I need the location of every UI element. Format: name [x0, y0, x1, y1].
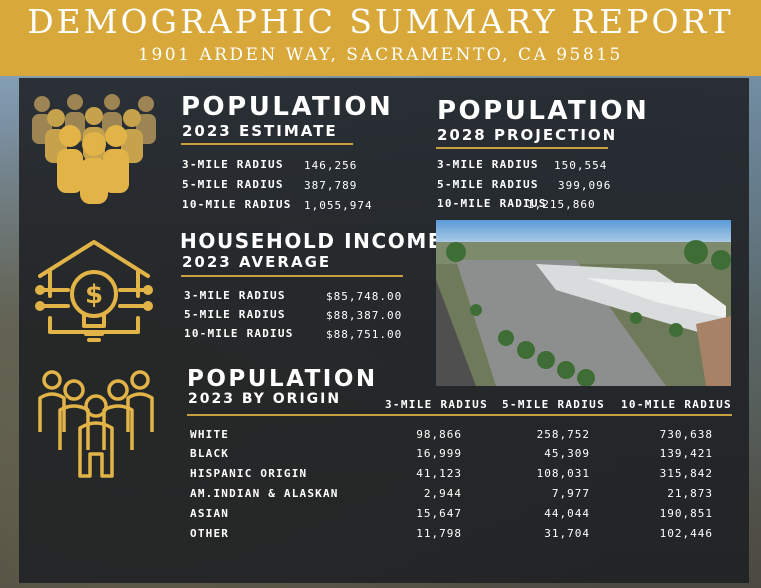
- radius-label: 3-MILE RADIUS: [437, 158, 539, 171]
- origin-value: 108,031: [536, 467, 590, 480]
- population-2023-subtitle: 2023 ESTIMATE: [182, 122, 338, 140]
- radius-label: 3-MILE RADIUS: [184, 289, 286, 302]
- origin-title: POPULATION: [187, 366, 378, 392]
- origin-value: 139,421: [659, 447, 713, 460]
- population-2028-title: POPULATION: [437, 96, 650, 126]
- column-header: 3-MILE RADIUS: [385, 398, 488, 411]
- radius-label: 5-MILE RADIUS: [184, 308, 286, 321]
- origin-value: 21,873: [667, 487, 713, 500]
- population-value: 1,215,860: [527, 198, 596, 211]
- divider: [181, 143, 353, 145]
- origin-value: 15,647: [416, 507, 462, 520]
- origin-value: 31,704: [544, 527, 590, 540]
- population-value: 146,256: [304, 159, 358, 172]
- house-lightbulb-dollar-icon: $: [35, 240, 153, 342]
- origin-value: 16,999: [416, 447, 462, 460]
- report-header: DEMOGRAPHIC SUMMARY REPORT 1901 ARDEN WA…: [0, 0, 761, 76]
- origin-value: 44,044: [544, 507, 590, 520]
- household-income-title: HOUSEHOLD INCOME: [180, 229, 444, 253]
- origin-label: AM.INDIAN & ALASKAN: [190, 487, 339, 500]
- origin-value: 258,752: [536, 428, 590, 441]
- property-address: 1901 ARDEN WAY, SACRAMENTO, CA 95815: [138, 45, 623, 65]
- crowd-icon: [32, 94, 156, 204]
- svg-text:$: $: [85, 280, 103, 310]
- origin-label: WHITE: [190, 428, 230, 441]
- origin-label: ASIAN: [190, 507, 230, 520]
- origin-subtitle: 2023 BY ORIGIN: [188, 391, 342, 407]
- origin-value: 190,851: [659, 507, 713, 520]
- population-value: 1,055,974: [304, 199, 373, 212]
- origin-label: HISPANIC ORIGIN: [190, 467, 308, 480]
- household-income-subtitle: 2023 AVERAGE: [182, 253, 332, 271]
- origin-value: 11,798: [416, 527, 462, 540]
- income-value: $88,751.00: [326, 328, 403, 341]
- origin-value: 730,638: [659, 428, 713, 441]
- population-2023-title: POPULATION: [181, 92, 394, 122]
- column-header: 5-MILE RADIUS: [502, 398, 605, 411]
- population-2028-subtitle: 2028 PROJECTION: [437, 126, 618, 144]
- origin-value: 45,309: [544, 447, 590, 460]
- origin-value: 7,977: [551, 487, 590, 500]
- origin-value: 102,446: [659, 527, 713, 540]
- aerial-property-photo: [436, 220, 731, 386]
- origin-value: 2,944: [423, 487, 462, 500]
- radius-label: 5-MILE RADIUS: [437, 178, 539, 191]
- divider: [181, 275, 403, 277]
- radius-label: 5-MILE RADIUS: [182, 178, 284, 191]
- origin-value: 98,866: [416, 428, 462, 441]
- radius-label: 10-MILE RADIUS: [437, 197, 547, 210]
- income-value: $85,748.00: [326, 290, 403, 303]
- origin-label: OTHER: [190, 527, 230, 540]
- population-value: 399,096: [558, 179, 612, 192]
- origin-value: 41,123: [416, 467, 462, 480]
- population-value: 150,554: [554, 159, 608, 172]
- report-title: DEMOGRAPHIC SUMMARY REPORT: [27, 2, 734, 41]
- origin-value: 315,842: [659, 467, 713, 480]
- divider: [187, 414, 732, 416]
- radius-label: 10-MILE RADIUS: [182, 198, 292, 211]
- population-value: 387,789: [304, 179, 358, 192]
- radius-label: 10-MILE RADIUS: [184, 327, 294, 340]
- income-value: $88,387.00: [326, 309, 403, 322]
- column-header: 10-MILE RADIUS: [621, 398, 732, 411]
- divider: [436, 147, 608, 149]
- radius-label: 3-MILE RADIUS: [182, 158, 284, 171]
- people-group-icon: [38, 370, 154, 478]
- origin-label: BLACK: [190, 447, 230, 460]
